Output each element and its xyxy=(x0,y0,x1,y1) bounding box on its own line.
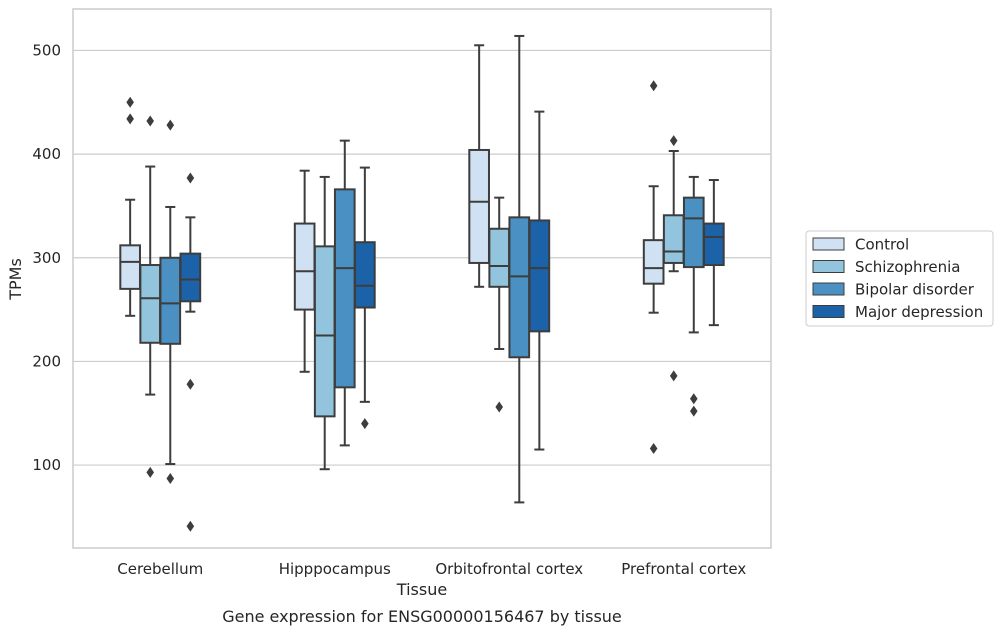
outlier-point xyxy=(669,135,678,147)
box-body xyxy=(703,222,725,267)
outlier-point xyxy=(649,442,658,454)
legend-swatch xyxy=(812,260,845,273)
y-tick-label: 100 xyxy=(32,456,61,474)
outlier-point xyxy=(166,473,175,485)
series-schizophrenia xyxy=(139,115,685,478)
x-tick-label: Orbitofrontal cortex xyxy=(435,560,583,578)
y-tick-label: 400 xyxy=(32,145,61,163)
x-axis-title: Tissue xyxy=(396,580,447,599)
legend-swatch xyxy=(812,237,845,251)
box-body xyxy=(662,214,685,264)
box-body xyxy=(333,188,356,389)
box xyxy=(642,80,665,454)
outlier-point xyxy=(649,80,658,92)
box-body xyxy=(354,241,376,309)
legend-swatch xyxy=(812,305,845,318)
box-body xyxy=(179,252,202,303)
box xyxy=(468,44,490,288)
y-tick-label: 300 xyxy=(32,249,61,267)
legend-label: Major depression xyxy=(855,303,983,321)
box-body xyxy=(468,148,490,264)
legend-frame xyxy=(805,230,994,327)
box-body xyxy=(488,227,511,288)
y-tick-label: 200 xyxy=(32,352,61,370)
legend-entry: Major depression xyxy=(812,303,983,321)
outlier-point xyxy=(669,370,678,382)
box xyxy=(703,179,725,327)
series-control xyxy=(119,44,665,454)
outlier-point xyxy=(126,113,134,125)
box xyxy=(139,115,162,478)
box xyxy=(354,166,376,430)
legend: Control Schizophrenia Bipolar disorder Majo… xyxy=(805,230,994,327)
y-axis-ticks: 100 200 300 400 500 xyxy=(32,41,61,474)
box-plot-series xyxy=(119,34,725,532)
box-body xyxy=(508,216,531,359)
outlier-point xyxy=(146,466,155,478)
x-tick-label: Hipppocampus xyxy=(279,560,391,578)
outlier-point xyxy=(166,119,175,131)
box xyxy=(662,135,685,382)
outlier-point xyxy=(146,115,155,127)
box-body xyxy=(159,256,182,345)
box-body xyxy=(528,219,551,333)
box-body xyxy=(642,239,665,285)
box xyxy=(179,172,202,532)
legend-label: Control xyxy=(855,236,909,254)
box-body xyxy=(119,244,141,290)
outlier-point xyxy=(495,401,504,413)
outlier-point xyxy=(186,172,195,184)
box xyxy=(528,110,551,451)
x-axis-ticks: Cerebellum Hipppocampus Orbitofrontal cort… xyxy=(117,560,746,578)
outlier-point xyxy=(186,520,195,532)
series-major-depression xyxy=(179,110,725,532)
box-body xyxy=(293,222,316,311)
box xyxy=(313,175,336,471)
figure-caption: Gene expression for ENSG00000156467 by t… xyxy=(222,607,622,626)
outlier-point xyxy=(186,378,195,390)
box xyxy=(119,96,141,317)
legend-entry: Schizophrenia xyxy=(812,258,960,276)
legend-label: Bipolar disorder xyxy=(855,281,975,299)
legend-swatch xyxy=(812,282,845,296)
outlier-point xyxy=(689,405,698,417)
x-tick-label: Cerebellum xyxy=(117,560,203,578)
legend-label: Schizophrenia xyxy=(855,258,960,276)
box-body xyxy=(682,196,705,269)
legend-entry: Control xyxy=(812,236,909,254)
y-axis-title: TPMs xyxy=(6,258,25,301)
box xyxy=(508,34,531,504)
outlier-point xyxy=(126,96,134,108)
box xyxy=(488,196,511,413)
box-body xyxy=(313,245,336,418)
y-tick-label: 500 xyxy=(32,41,61,59)
outlier-point xyxy=(361,418,369,430)
plot-frame xyxy=(72,8,772,549)
legend-entry: Bipolar disorder xyxy=(812,281,975,299)
outlier-point xyxy=(689,393,698,405)
box-body xyxy=(139,264,162,344)
x-tick-label: Prefrontal cortex xyxy=(621,560,746,578)
